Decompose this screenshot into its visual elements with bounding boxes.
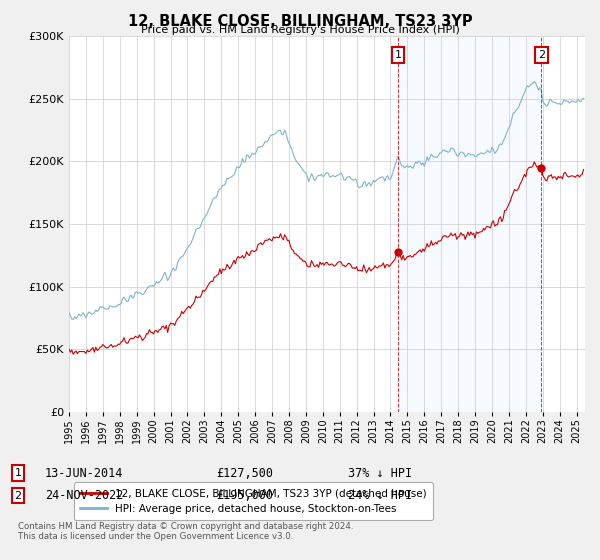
Text: Contains HM Land Registry data © Crown copyright and database right 2024.
This d: Contains HM Land Registry data © Crown c… (18, 522, 353, 542)
Text: 13-JUN-2014: 13-JUN-2014 (45, 466, 124, 480)
Text: Price paid vs. HM Land Registry's House Price Index (HPI): Price paid vs. HM Land Registry's House … (140, 25, 460, 35)
Text: 2: 2 (538, 50, 545, 60)
Bar (398, 36, 541, 412)
Text: £195,000: £195,000 (216, 489, 273, 502)
Text: 24-NOV-2022: 24-NOV-2022 (45, 489, 124, 502)
Text: 1: 1 (395, 50, 401, 60)
Text: 12, BLAKE CLOSE, BILLINGHAM, TS23 3YP: 12, BLAKE CLOSE, BILLINGHAM, TS23 3YP (128, 14, 472, 29)
Legend: 12, BLAKE CLOSE, BILLINGHAM, TS23 3YP (detached house), HPI: Average price, deta: 12, BLAKE CLOSE, BILLINGHAM, TS23 3YP (d… (74, 483, 433, 520)
Text: 37% ↓ HPI: 37% ↓ HPI (348, 466, 412, 480)
Text: 24% ↓ HPI: 24% ↓ HPI (348, 489, 412, 502)
Text: £127,500: £127,500 (216, 466, 273, 480)
Text: 2: 2 (14, 491, 22, 501)
Text: 1: 1 (14, 468, 22, 478)
